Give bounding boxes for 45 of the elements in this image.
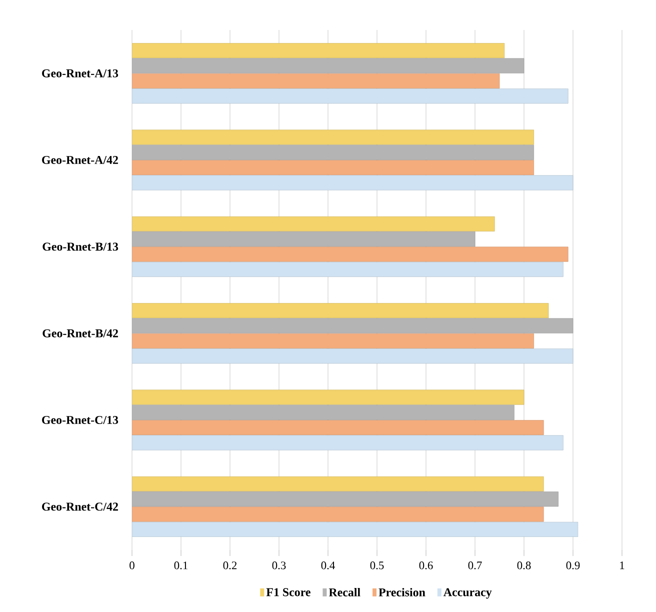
x-tick-label: 0.8 xyxy=(517,562,531,570)
bar xyxy=(132,492,558,507)
x-tick-label: 0.1 xyxy=(174,562,188,570)
bar xyxy=(132,144,534,160)
bar xyxy=(132,435,564,450)
bar xyxy=(132,404,514,420)
bar xyxy=(132,73,500,88)
bar xyxy=(132,88,568,104)
y-tick-label: Geo-Rnet-A/13 xyxy=(42,69,118,78)
y-tick-label: Geo-Rnet-B/42 xyxy=(42,329,118,338)
y-tick-label: Geo-Rnet-C/13 xyxy=(42,416,118,424)
bar xyxy=(132,333,534,348)
bar xyxy=(132,246,568,262)
bar xyxy=(132,348,574,364)
x-tick-label: 0.4 xyxy=(321,562,335,570)
bar xyxy=(132,232,476,247)
y-tick-label: Geo-Rnet-C/42 xyxy=(42,502,118,511)
bar xyxy=(132,262,564,277)
x-tick-label: 0.7 xyxy=(468,562,482,570)
bar xyxy=(132,216,495,232)
bar xyxy=(132,43,505,58)
bar xyxy=(132,420,544,436)
legend-label: Precision xyxy=(378,588,426,596)
bar xyxy=(132,506,544,522)
legend-label: Accuracy xyxy=(443,588,492,599)
x-tick-label: 0.2 xyxy=(223,562,237,570)
bar xyxy=(132,318,574,334)
x-tick-label: 0.9 xyxy=(566,562,580,570)
bar xyxy=(132,522,578,537)
legend-label: F1 Score xyxy=(266,588,310,596)
bar xyxy=(132,58,524,74)
y-tick-label: Geo-Rnet-A/42 xyxy=(42,156,118,164)
x-tick-label: 0.6 xyxy=(419,562,433,570)
bar xyxy=(132,303,549,318)
x-tick-label: 0.5 xyxy=(370,562,384,570)
x-tick-label: 1 xyxy=(620,562,624,570)
bar xyxy=(132,390,524,405)
bar xyxy=(132,175,574,190)
y-tick-label: Geo-Rnet-B/13 xyxy=(42,242,118,251)
legend-label: Recall xyxy=(328,588,360,596)
bar xyxy=(132,130,534,145)
x-tick-label: 0.3 xyxy=(272,562,286,570)
bar xyxy=(132,476,544,492)
x-tick-label: 0 xyxy=(130,562,134,570)
bar xyxy=(132,160,534,176)
